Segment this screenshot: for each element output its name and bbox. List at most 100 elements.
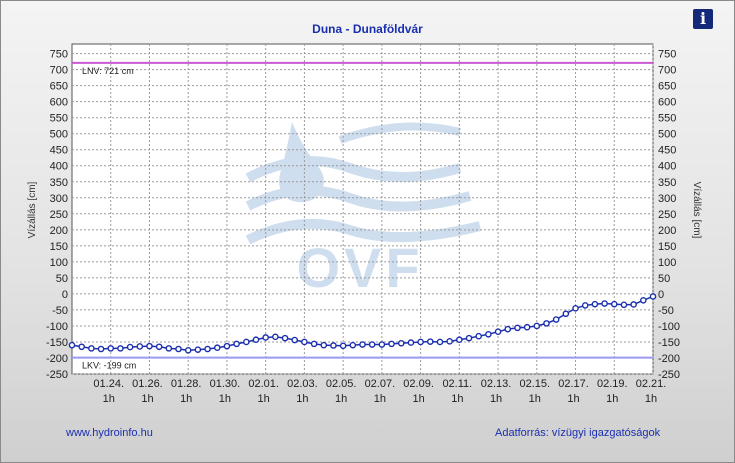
data-point (184, 346, 192, 354)
y-tick-label-left: 550 (50, 113, 68, 125)
x-tick-label-date: 02.05. (326, 378, 357, 390)
data-point (301, 338, 308, 346)
x-tick-label-date: 02.13. (481, 378, 512, 390)
data-point (562, 310, 570, 318)
data-point (378, 341, 386, 348)
x-tick-label-hour: 1h (180, 393, 192, 405)
data-point (204, 345, 211, 353)
data-point (591, 300, 599, 308)
x-tick-label-hour: 1h (335, 393, 347, 405)
y-tick-label-right: 300 (658, 193, 676, 205)
y-tick-label-right: 450 (658, 145, 676, 157)
y-tick-label-left: 0 (62, 289, 68, 301)
y-tick-label-left: 150 (50, 241, 68, 253)
chart-title: Duna - Dunaföldvár (312, 22, 423, 36)
data-point (543, 320, 550, 327)
x-tick-label-hour: 1h (219, 393, 231, 405)
reference-line-label: LKV: -199 cm (82, 361, 136, 371)
hydroinfo-link[interactable]: www.hydroinfo.hu (66, 427, 153, 439)
x-tick-label-hour: 1h (296, 393, 308, 405)
x-tick-label-date: 01.30. (210, 378, 241, 390)
data-point (78, 343, 85, 351)
y-tick-label-left: 200 (50, 225, 68, 237)
data-point (601, 300, 608, 307)
data-point (242, 338, 250, 346)
y-tick-label-left: 700 (50, 65, 68, 77)
x-tick-label-date: 02.21. (636, 378, 667, 390)
y-tick-label-right: 500 (658, 129, 676, 141)
data-point (107, 345, 115, 352)
data-point (552, 316, 560, 323)
data-point (339, 342, 347, 350)
data-point (649, 293, 657, 300)
x-tick-label-hour: 1h (451, 393, 463, 405)
y-tick-label-right: 50 (658, 273, 670, 285)
data-point (320, 341, 328, 349)
x-tick-label-date: 02.01. (248, 378, 279, 390)
x-tick-label-date: 02.15. (520, 378, 551, 390)
x-tick-label-hour: 1h (258, 393, 270, 405)
y-tick-label-left: 50 (56, 273, 68, 285)
data-point (388, 340, 395, 348)
data-point (397, 339, 405, 347)
x-tick-label-hour: 1h (567, 393, 579, 405)
x-tick-label-hour: 1h (412, 393, 424, 405)
y-tick-label-right: 750 (658, 49, 676, 61)
data-point (165, 345, 173, 352)
data-point (310, 340, 318, 348)
x-axis: 01.24. 1h 01.26. 1h 01.28. 1h 01.30. 1h 02.01. 1h… (93, 378, 666, 405)
y-tick-label-left: -150 (46, 337, 68, 349)
y-tick-label-right: -200 (658, 353, 680, 365)
y-tick-label-left: 250 (50, 209, 68, 221)
data-point (272, 333, 279, 341)
y-tick-label-right: 0 (658, 289, 664, 301)
series-water-level (68, 293, 657, 354)
y-axis-right: 7507006506005505004504003503002502001501… (658, 49, 680, 381)
y-tick-label-right: 150 (658, 241, 676, 253)
data-point (194, 346, 202, 353)
data-point (117, 345, 124, 352)
data-point (494, 328, 502, 336)
data-point (620, 301, 628, 309)
y-tick-label-left: 450 (50, 145, 68, 157)
grid-lines (72, 44, 654, 375)
plot-area (71, 43, 654, 375)
y-tick-label-right: 200 (658, 225, 676, 237)
data-point (68, 341, 76, 349)
data-point (252, 336, 260, 344)
x-tick-label-date: 02.17. (558, 378, 589, 390)
data-point (88, 345, 95, 352)
y-tick-label-right: 400 (658, 161, 676, 173)
data-point (630, 301, 637, 308)
data-point (175, 345, 182, 353)
data-source-label: Adatforrás: vízügyi igazgatóságok (495, 427, 661, 439)
info-icon[interactable]: i (693, 9, 713, 29)
reference-lines: LNV: 721 cm LKV: -199 cm (72, 61, 653, 371)
y-tick-label-right: -150 (658, 337, 680, 349)
x-tick-label-date: 01.26. (132, 378, 163, 390)
y-tick-label-left: 500 (50, 129, 68, 141)
data-point (126, 343, 134, 351)
data-point (640, 297, 647, 304)
x-tick-label-date: 02.19. (597, 378, 628, 390)
y-tick-label-right: 550 (658, 113, 676, 125)
watermark-text: OVF (296, 236, 423, 299)
x-tick-label-hour: 1h (606, 393, 618, 405)
data-point (426, 338, 434, 345)
data-point (407, 339, 415, 346)
x-tick-label-hour: 1h (490, 393, 502, 405)
data-point (533, 322, 541, 330)
data-point (349, 341, 357, 349)
ovf-watermark-logo: OVF (245, 122, 482, 299)
data-point (581, 302, 589, 309)
y-tick-label-left: 600 (50, 97, 68, 109)
data-point (330, 342, 337, 349)
y-tick-label-right: 600 (658, 97, 676, 109)
data-point (155, 343, 163, 351)
x-tick-label-date: 02.03. (287, 378, 318, 390)
y-tick-label-right: 100 (658, 257, 676, 269)
data-point (368, 341, 376, 348)
data-point (359, 341, 366, 348)
y-tick-label-left: 750 (50, 49, 68, 61)
data-point (223, 342, 231, 350)
